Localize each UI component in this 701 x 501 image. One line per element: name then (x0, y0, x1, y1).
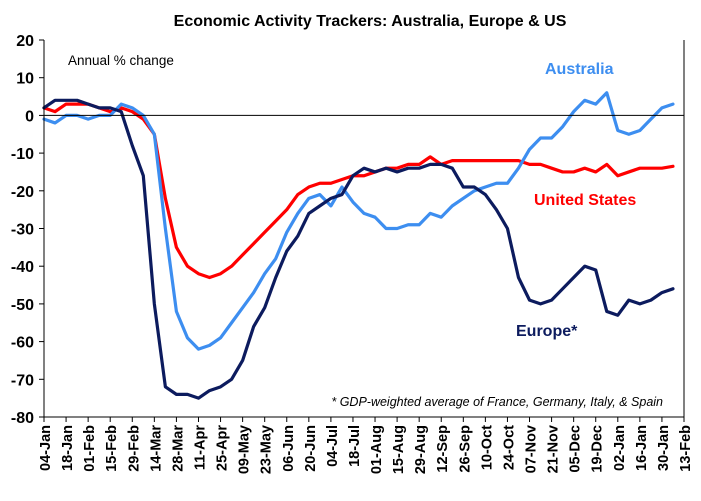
x-tick-label: 24-Oct (501, 425, 517, 470)
x-tick-label: 23-May (259, 425, 275, 474)
x-tick-label: 15-Aug (391, 425, 407, 474)
y-tick-label: -10 (11, 146, 34, 163)
series-label-australia: Australia (545, 61, 614, 78)
x-tick-label: 19-Dec (590, 425, 606, 473)
series-line-australia (42, 91, 675, 351)
x-tick-label: 16-Jan (634, 425, 650, 471)
y-tick-label: -60 (11, 335, 34, 352)
y-tick-label: -30 (11, 222, 34, 239)
x-tick-label: 29-Feb (126, 425, 142, 472)
x-tick-label: 04-Jul (325, 425, 341, 467)
y-tick-label: 0 (25, 108, 34, 125)
x-tick-label: 14-Mar (148, 425, 164, 472)
series-line-united-states (42, 102, 675, 280)
x-tick-label: 06-Jun (281, 425, 297, 472)
x-tick-label: 26-Sep (457, 425, 473, 473)
x-tick-label: 09-May (237, 425, 253, 474)
x-tick-label: 18-Jan (60, 425, 76, 471)
x-tick-label: 13-Feb (678, 425, 694, 472)
y-tick-label: -70 (11, 372, 34, 389)
x-tick-label: 07-Nov (524, 425, 540, 473)
series-lines (42, 91, 675, 400)
y-tick-label: -50 (11, 297, 34, 314)
x-tick-label: 01-Aug (369, 425, 385, 474)
y-tick-label: -80 (11, 410, 34, 427)
x-tick-label: 18-Jul (347, 425, 363, 467)
y-tick-label: 20 (16, 33, 34, 50)
x-tick-label: 12-Sep (435, 425, 451, 473)
x-tick-label: 20-Jun (303, 425, 319, 472)
x-tick-label: 01-Feb (82, 425, 98, 472)
footnote: * GDP-weighted average of France, German… (331, 395, 663, 409)
x-tick-label: 10-Oct (479, 425, 495, 470)
series-label-united-states: United States (534, 192, 636, 209)
x-tick-label: 30-Jan (656, 425, 672, 471)
axes (43, 40, 685, 418)
x-tick-label: 15-Feb (104, 425, 120, 472)
x-tick-label: 05-Dec (568, 425, 584, 473)
x-tick-label: 04-Jan (38, 425, 54, 471)
y-tick-label: -40 (11, 259, 34, 276)
x-tick-label: 25-Apr (215, 425, 231, 471)
series-line-europe (42, 98, 675, 400)
x-tick-label: 21-Nov (546, 425, 562, 473)
chart-title: Economic Activity Trackers: Australia, E… (174, 13, 567, 30)
y-tick-label: -20 (11, 184, 34, 201)
y-axis-note: Annual % change (68, 53, 174, 68)
x-ticks: 04-Jan 18-Jan 01-Feb 15-Feb 29-Feb 14-Mar 28-M… (38, 417, 694, 474)
x-tick-label: 29-Aug (413, 425, 429, 474)
x-tick-label: 02-Jan (612, 425, 628, 471)
series-label-europe: Europe* (516, 323, 578, 340)
y-tick-label: 10 (16, 71, 34, 88)
x-tick-label: 28-Mar (170, 425, 186, 472)
x-tick-label: 11-Apr (192, 425, 208, 470)
y-ticks: 20 10 0 -10 -20 -30 -40 -50 -60 -70 -80 (11, 33, 44, 427)
